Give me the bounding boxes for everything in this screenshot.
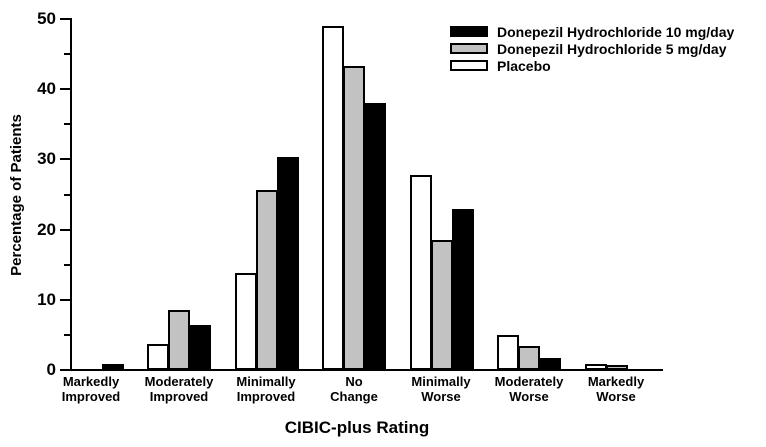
y-major-tick: [60, 369, 70, 371]
y-major-tick: [60, 158, 70, 161]
legend-label: Placebo: [497, 57, 551, 74]
y-tick-label: 20: [37, 219, 56, 239]
legend-row: Donepezil Hydrochloride 10 mg/day: [450, 23, 734, 40]
bar: [452, 209, 474, 370]
bar: [431, 240, 453, 370]
y-minor-tick: [64, 193, 70, 196]
bar: [518, 346, 540, 370]
y-minor-tick: [64, 333, 70, 336]
bar: [235, 273, 257, 370]
legend-swatch-icon: [450, 26, 488, 37]
bar: [539, 358, 561, 370]
bar: [322, 26, 344, 370]
y-tick-label: 50: [37, 9, 56, 28]
y-major-tick: [60, 298, 70, 301]
x-axis-line: [70, 369, 663, 371]
legend-swatch-icon: [450, 60, 488, 71]
y-major-tick: [60, 18, 70, 20]
bar: [410, 175, 432, 370]
bar: [277, 157, 299, 370]
x-axis-title: CIBIC-plus Rating: [284, 418, 430, 437]
x-category-label: Markedly Improved: [61, 374, 121, 404]
bar: [585, 364, 607, 370]
x-category-label: Minimally Worse: [411, 374, 471, 404]
bar: [147, 344, 169, 370]
bar: [189, 325, 211, 370]
x-category-label: No Change: [330, 374, 378, 404]
bar: [364, 103, 386, 370]
legend-swatch-icon: [450, 43, 488, 54]
bar: [343, 66, 365, 370]
legend-label: Donepezil Hydrochloride 10 mg/day: [497, 23, 735, 40]
y-minor-tick: [64, 263, 70, 266]
legend-row: Placebo: [450, 57, 734, 74]
x-category-label: Minimally Improved: [236, 374, 296, 404]
legend-label: Donepezil Hydrochloride 5 mg/day: [497, 40, 727, 57]
legend-row: Donepezil Hydrochloride 5 mg/day: [450, 40, 734, 57]
bar: [168, 310, 190, 370]
y-tick-label: 30: [37, 149, 56, 169]
x-category-label: Moderately Worse: [494, 374, 564, 404]
bar: [497, 335, 519, 370]
y-major-tick: [60, 228, 70, 231]
legend: Donepezil Hydrochloride 10 mg/day Donepez…: [450, 23, 734, 74]
y-axis-line: [70, 18, 72, 371]
y-tick-label: 40: [37, 79, 56, 99]
y-major-tick: [60, 88, 70, 91]
y-minor-tick: [64, 53, 70, 56]
y-tick-label: 10: [37, 289, 56, 309]
y-minor-tick: [64, 123, 70, 126]
x-category-label: Markedly Worse: [587, 374, 645, 404]
x-category-label: Moderately Improved: [144, 374, 214, 404]
y-tick-label: 0: [46, 360, 56, 379]
bar: [606, 365, 628, 370]
bar: [256, 190, 278, 370]
bar: [102, 364, 124, 370]
